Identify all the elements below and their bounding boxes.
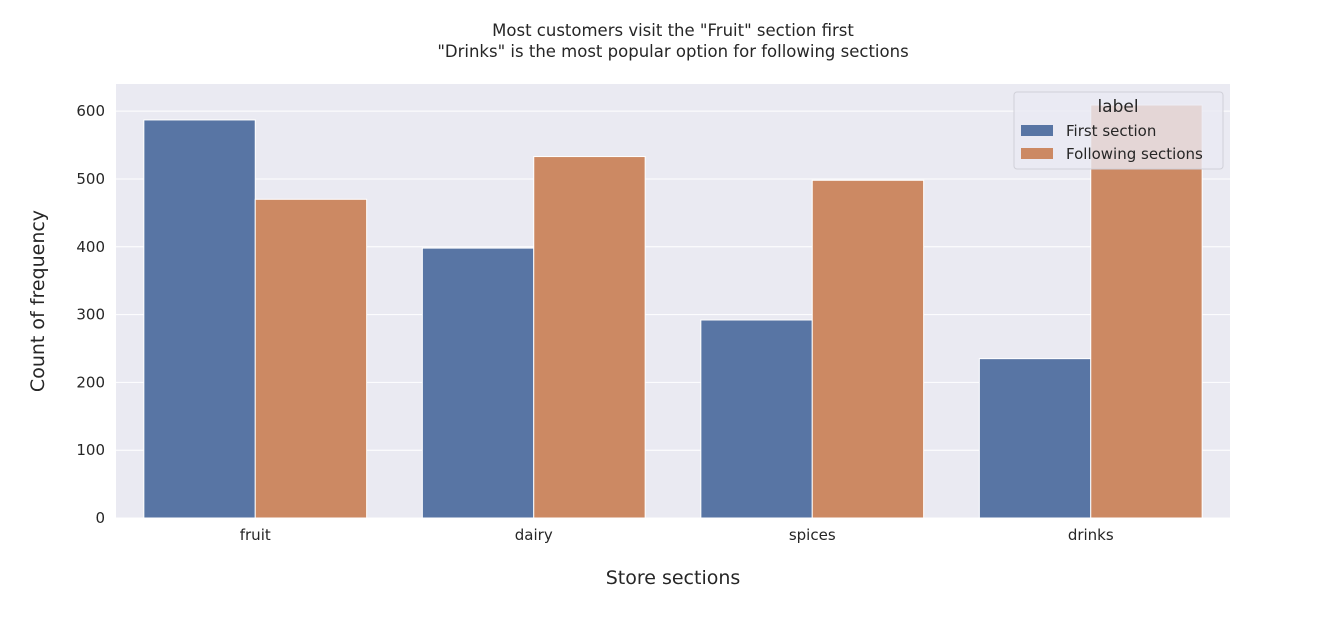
x-tick-label-spices: spices xyxy=(789,526,836,544)
y-tick-label: 400 xyxy=(76,238,105,256)
legend-title: label xyxy=(1097,97,1138,117)
bar-spices-first-section xyxy=(700,319,813,519)
legend-box xyxy=(1013,91,1224,170)
x-tick-label-fruit: fruit xyxy=(240,526,271,544)
y-tick-labels: 0 100 200 300 400 500 600 xyxy=(76,102,105,527)
y-tick-label: 500 xyxy=(76,170,105,188)
bar-drinks-following-sections xyxy=(1090,104,1203,519)
x-tick-label-drinks: drinks xyxy=(1068,526,1114,544)
legend-label-first-section: First section xyxy=(1066,122,1156,140)
chart-title-line-1: Most customers visit the "Fruit" section… xyxy=(492,21,854,40)
legend-label-following-sections: Following sections xyxy=(1066,145,1203,163)
legend: label First section Following sections xyxy=(1013,91,1224,170)
x-tick-label-dairy: dairy xyxy=(515,526,553,544)
y-tick-label: 600 xyxy=(76,102,105,120)
y-tick-label: 200 xyxy=(76,373,105,391)
y-tick-label: 0 xyxy=(95,509,105,527)
bar-dairy-first-section xyxy=(421,247,535,519)
x-axis-label: Store sections xyxy=(606,567,741,589)
legend-swatch-first-section xyxy=(1021,125,1053,136)
bar-fruit-following-sections xyxy=(254,198,368,519)
y-tick-label: 100 xyxy=(76,441,105,459)
bars xyxy=(143,104,1203,519)
chart-title-line-2: "Drinks" is the most popular option for … xyxy=(437,42,908,61)
legend-swatch-following-sections xyxy=(1021,148,1053,159)
y-tick-label: 300 xyxy=(76,306,105,324)
bar-drinks-first-section xyxy=(978,358,1092,519)
bar-spices-following-sections xyxy=(811,179,925,519)
bar-dairy-following-sections xyxy=(533,156,646,519)
x-tick-labels: fruit dairy spices drinks xyxy=(240,526,1114,544)
y-axis-label: Count of frequency xyxy=(27,210,49,392)
bar-fruit-first-section xyxy=(143,119,256,519)
